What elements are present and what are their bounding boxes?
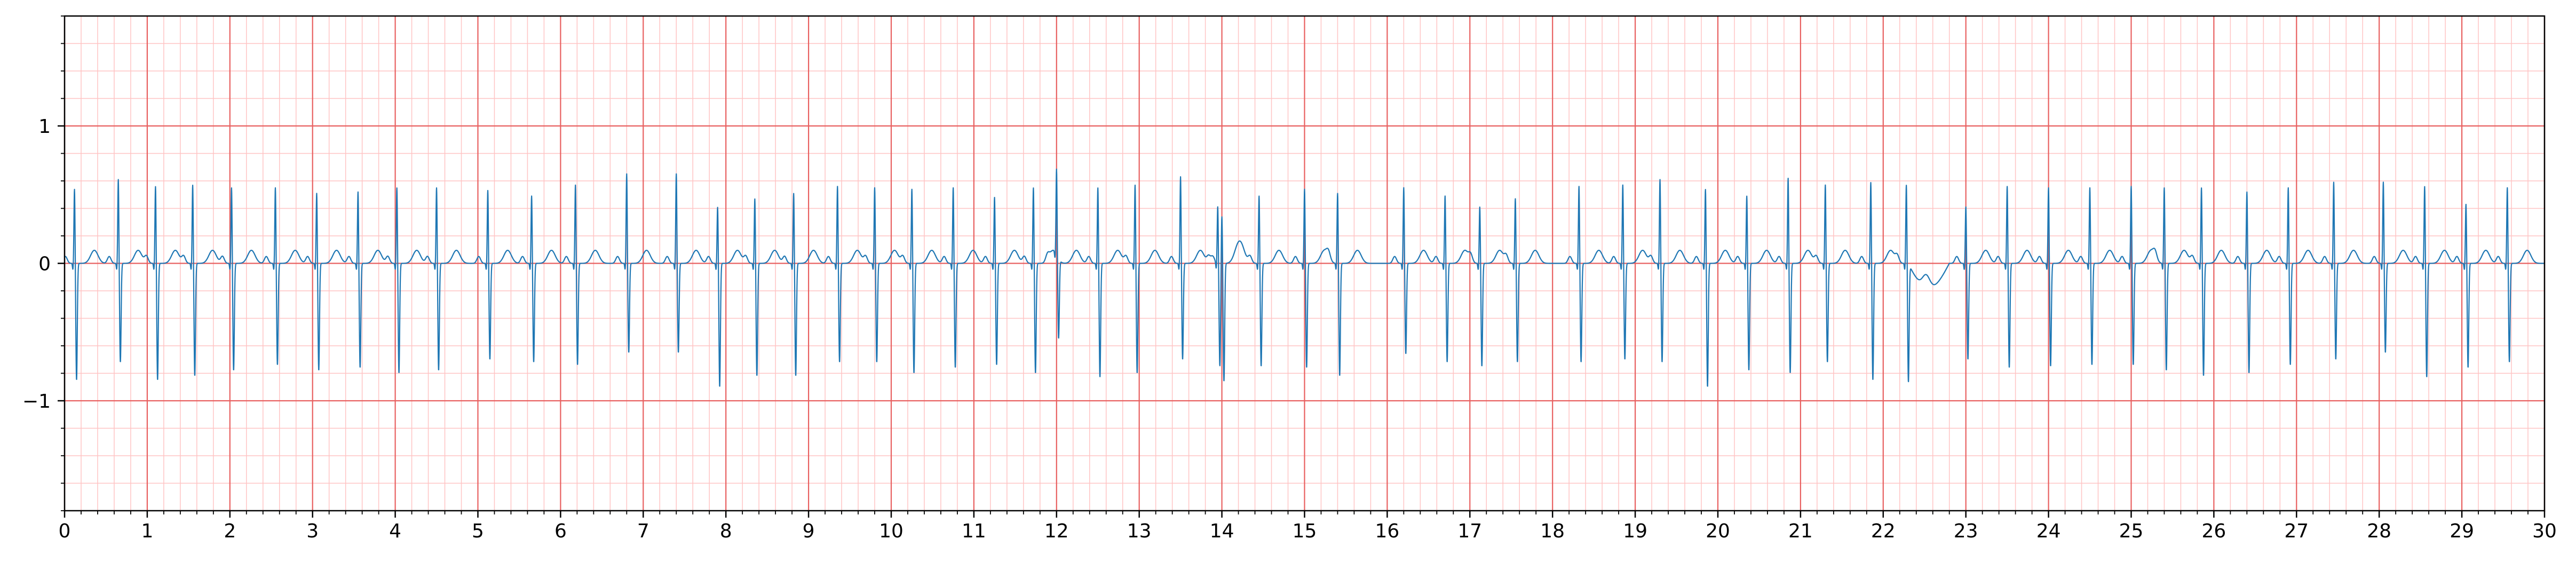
x-tick-label: 26 — [2201, 520, 2226, 542]
x-tick-label: 30 — [2532, 520, 2557, 542]
x-tick-label: 6 — [554, 520, 567, 542]
ecg-trace — [64, 168, 2545, 387]
x-tick-label: 10 — [879, 520, 903, 542]
signal-layer — [64, 168, 2545, 387]
y-axis: −1 0 1 — [22, 15, 65, 511]
x-tick-label: 3 — [306, 520, 319, 542]
x-tick-label: 18 — [1540, 520, 1565, 542]
x-tick-label: 27 — [2284, 520, 2309, 542]
x-tick-label: 24 — [2036, 520, 2061, 542]
x-tick-label: 13 — [1127, 520, 1152, 542]
x-tick-label: 0 — [59, 520, 71, 542]
x-tick-label: 25 — [2119, 520, 2144, 542]
x-tick-label: 16 — [1375, 520, 1399, 542]
y-tick-label: −1 — [22, 391, 51, 413]
x-tick-label: 12 — [1044, 520, 1069, 542]
x-tick-label: 21 — [1788, 520, 1813, 542]
x-tick-label: 14 — [1210, 520, 1234, 542]
x-tick-label: 1 — [141, 520, 153, 542]
x-tick-label: 29 — [2450, 520, 2474, 542]
x-axis: 0 1 2 3 4 5 6 7 8 9 10 11 12 13 14 15 16 17 18 19 20 21 22 23 24… — [59, 511, 2557, 542]
x-tick-label: 2 — [224, 520, 236, 542]
x-tick-label: 9 — [803, 520, 815, 542]
x-tick-label: 8 — [720, 520, 732, 542]
x-tick-label: 28 — [2367, 520, 2391, 542]
y-tick-label: 0 — [38, 253, 51, 275]
x-tick-label: 4 — [389, 520, 401, 542]
x-tick-label: 22 — [1871, 520, 1896, 542]
x-tick-label: 23 — [1954, 520, 1978, 542]
x-tick-label: 20 — [1706, 520, 1730, 542]
x-tick-label: 19 — [1623, 520, 1647, 542]
x-tick-label: 15 — [1293, 520, 1317, 542]
x-tick-label: 17 — [1457, 520, 1482, 542]
x-tick-label: 5 — [472, 520, 484, 542]
x-tick-label: 11 — [962, 520, 986, 542]
y-tick-label: 1 — [38, 116, 51, 138]
x-tick-label: 7 — [637, 520, 649, 542]
